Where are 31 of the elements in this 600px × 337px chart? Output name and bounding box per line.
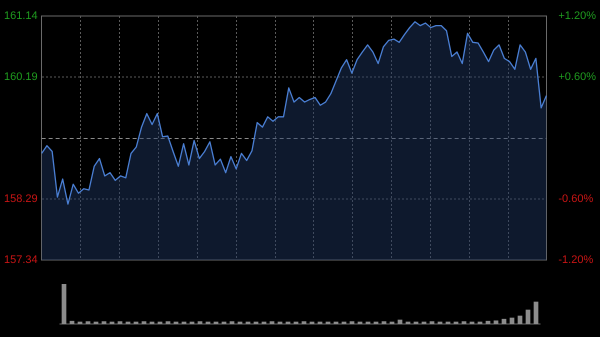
bar xyxy=(398,320,402,324)
y2-tick-label: -0.60% xyxy=(558,193,594,206)
bar xyxy=(350,321,354,324)
bar xyxy=(486,320,490,324)
bar xyxy=(198,321,202,324)
bar xyxy=(62,284,66,324)
bar xyxy=(302,321,306,324)
y2-tick-label: -1.20% xyxy=(558,254,594,266)
y-tick-label: 157.34 xyxy=(4,254,38,266)
bar xyxy=(494,320,498,324)
bar xyxy=(462,321,466,324)
y2-tick-label: +1.20% xyxy=(558,10,596,22)
bar xyxy=(86,321,90,324)
bar xyxy=(518,316,522,324)
y-tick-label: 160.19 xyxy=(4,71,38,84)
bar xyxy=(230,321,234,324)
y-tick-label: 158.29 xyxy=(4,193,38,206)
y2-tick-label: +0.60% xyxy=(558,71,596,84)
bar xyxy=(534,302,538,324)
bar xyxy=(118,321,122,324)
bar xyxy=(526,310,530,324)
bar xyxy=(510,318,514,324)
bar xyxy=(166,321,170,324)
bar xyxy=(142,321,146,324)
bar xyxy=(382,321,386,324)
y-tick-label: 161.14 xyxy=(4,10,38,22)
bar xyxy=(102,321,106,324)
bar xyxy=(270,321,274,324)
bar xyxy=(430,321,434,324)
bar xyxy=(502,318,506,324)
bar xyxy=(70,320,74,324)
